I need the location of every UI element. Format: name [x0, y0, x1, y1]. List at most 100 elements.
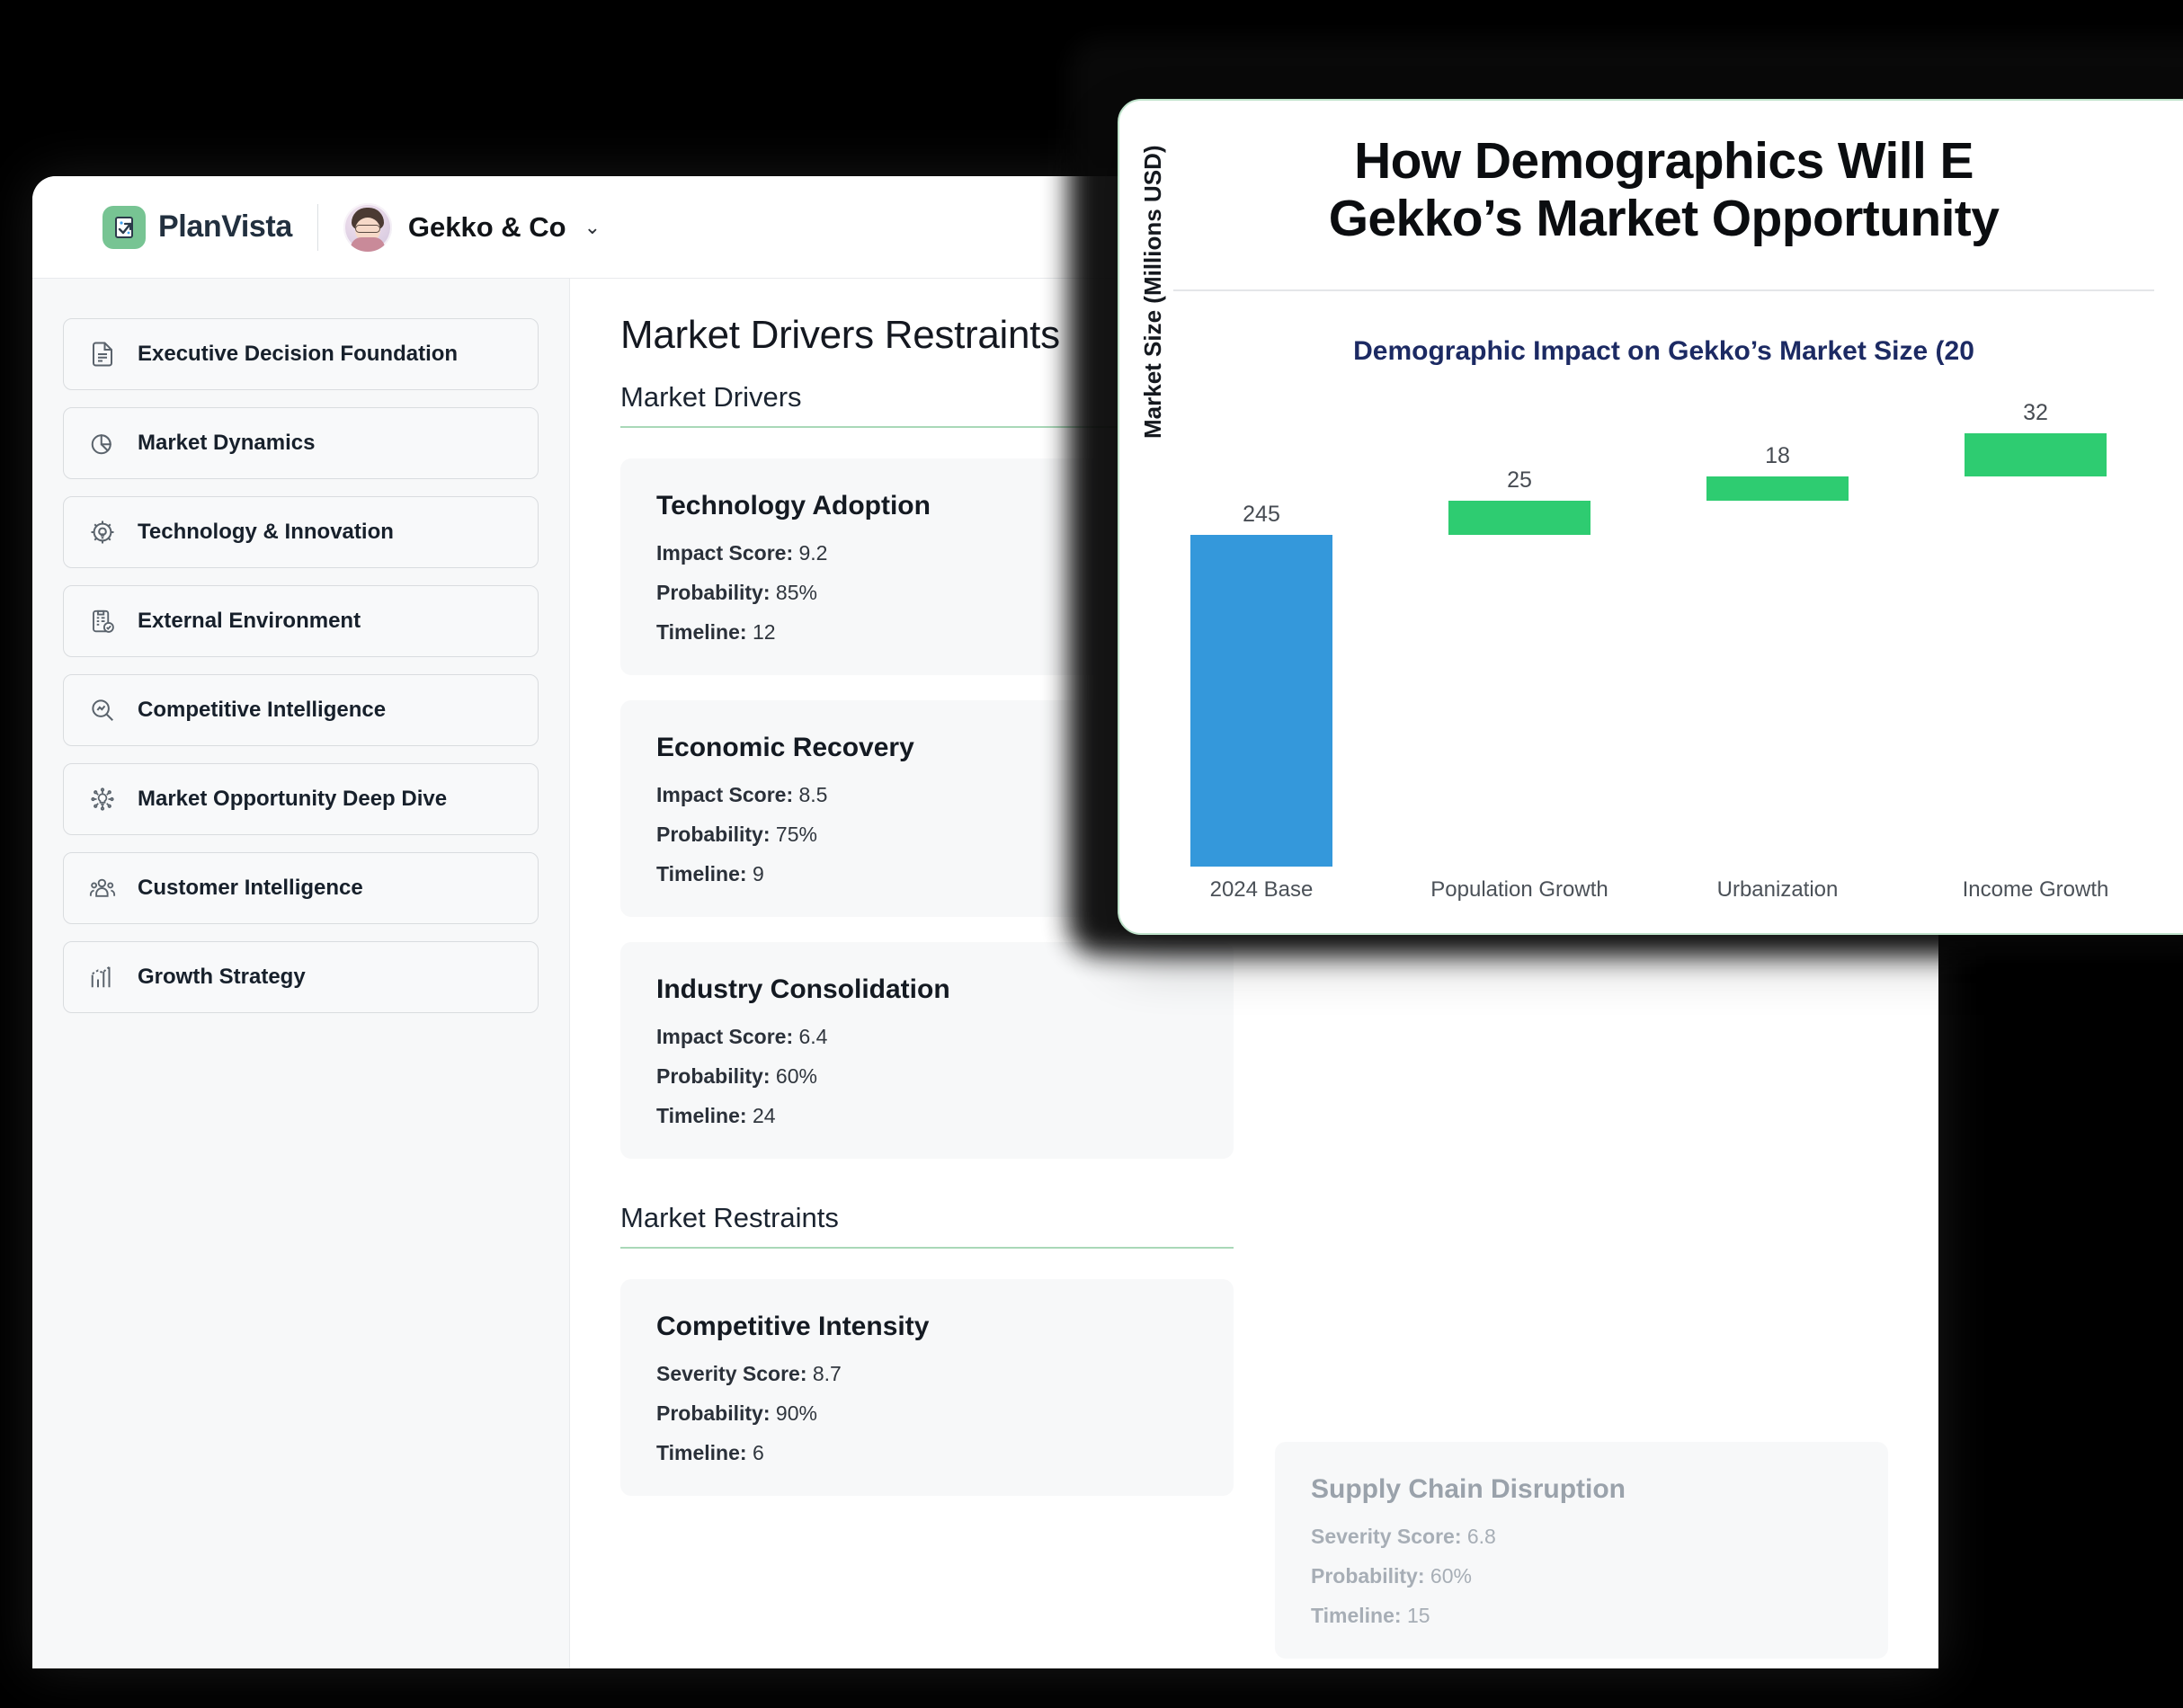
card-timeline: Timeline: 12: [656, 620, 1198, 645]
label-probability: Probability:: [656, 1064, 771, 1088]
label-severity-score: Severity Score:: [1311, 1525, 1462, 1548]
value-severity-score: 6.8: [1466, 1525, 1496, 1548]
driver-card[interactable]: Industry Consolidation Impact Score: 6.4…: [620, 942, 1234, 1159]
value-probability: 75%: [775, 823, 817, 846]
label-probability: Probability:: [1311, 1564, 1425, 1588]
sidebar-item-competitive-intelligence[interactable]: Competitive Intelligence: [63, 674, 539, 746]
card-title: Economic Recovery: [656, 733, 914, 762]
chart-x-axis: 2024 Base Population Growth Urbanization In…: [1197, 877, 2183, 931]
avatar: [343, 202, 392, 252]
value-probability: 60%: [775, 1064, 817, 1088]
card-title: Industry Consolidation: [656, 974, 950, 1004]
sidebar-item-label: Growth Strategy: [138, 965, 306, 989]
brand-name: PlanVista: [158, 209, 292, 244]
card-probability: Probability: 60%: [656, 1064, 1198, 1089]
card-severity-score: Severity Score: 6.8: [1311, 1525, 1852, 1549]
chart-x-tick-label: 2024 Base: [1209, 876, 1314, 902]
value-severity-score: 8.7: [812, 1362, 842, 1385]
card-impact-score: Impact Score: 8.5: [656, 783, 1198, 807]
chart-x-tick-label: Urbanization: [1716, 876, 1839, 902]
chart-bar-value-label: 25: [1507, 467, 1532, 494]
magnifier-trend-icon: [87, 695, 118, 725]
value-timeline: 12: [752, 620, 776, 644]
label-impact-score: Impact Score:: [656, 783, 794, 806]
chart-bar: 32: [1965, 400, 2107, 867]
chart-x-tick-label: Income Growth: [1962, 876, 2109, 902]
overlay-title-line-1: How Demographics Will E: [1354, 132, 1974, 190]
card-timeline: Timeline: 6: [656, 1441, 1198, 1465]
overlay-panel: How Demographics Will E Gekko’s Market O…: [1118, 99, 2183, 935]
document-icon: [87, 339, 118, 369]
planvista-logo-icon: [102, 205, 146, 249]
card-severity-score: Severity Score: 8.7: [656, 1362, 1198, 1386]
sidebar-item-technology-innovation[interactable]: Technology & Innovation: [63, 496, 539, 568]
sidebar-item-label: Competitive Intelligence: [138, 698, 387, 722]
chart-bar-value-label: 32: [2023, 399, 2048, 425]
card-probability: Probability: 75%: [656, 823, 1198, 847]
label-timeline: Timeline:: [656, 620, 747, 644]
chart-bar: 18: [1706, 406, 1849, 867]
overlay-title: How Demographics Will E Gekko’s Market O…: [1119, 101, 2183, 248]
card-probability: Probability: 85%: [656, 581, 1198, 605]
sidebar-item-label: Customer Intelligence: [138, 876, 363, 900]
people-group-icon: [87, 873, 118, 903]
overlay-divider: [1173, 289, 2154, 291]
sidebar-item-customer-intelligence[interactable]: Customer Intelligence: [63, 852, 539, 924]
label-timeline: Timeline:: [656, 862, 747, 885]
label-timeline: Timeline:: [656, 1104, 747, 1127]
clipboard-check-icon: [87, 606, 118, 636]
sidebar-item-label: Technology & Innovation: [138, 520, 394, 544]
label-impact-score: Impact Score:: [656, 541, 794, 565]
value-probability: 85%: [775, 581, 817, 604]
value-timeline: 15: [1406, 1604, 1430, 1627]
label-timeline: Timeline:: [1311, 1604, 1402, 1627]
section-title-restraints: Market Restraints: [620, 1202, 1234, 1249]
card-timeline: Timeline: 9: [656, 862, 1198, 886]
sidebar-item-label: Executive Decision Foundation: [138, 342, 459, 366]
column-right: Supply Chain Disruption Severity Score: …: [1275, 381, 1888, 1668]
org-name: Gekko & Co: [407, 210, 566, 243]
card-impact-score: Impact Score: 6.4: [656, 1025, 1198, 1049]
chart-title: Demographic Impact on Gekko’s Market Siz…: [1353, 335, 1974, 366]
sidebar-item-growth-strategy[interactable]: Growth Strategy: [63, 941, 539, 1013]
sidebar-item-market-opportunity-deep-dive[interactable]: Market Opportunity Deep Dive: [63, 763, 539, 835]
chevron-down-icon: ⌄: [584, 215, 601, 238]
chart-bar-rect: [1965, 432, 2107, 476]
sidebar: Executive Decision Foundation Market Dyn…: [32, 279, 570, 1668]
sidebar-item-external-environment[interactable]: External Environment: [63, 585, 539, 657]
org-switcher[interactable]: Gekko & Co ⌄: [343, 202, 601, 252]
label-severity-score: Severity Score:: [656, 1362, 807, 1385]
chart-bar-value-label: 18: [1765, 442, 1790, 468]
restraint-card[interactable]: Competitive Intensity Severity Score: 8.…: [620, 1279, 1234, 1496]
sidebar-item-label: Market Opportunity Deep Dive: [138, 787, 448, 811]
chart-bar: 245: [1190, 406, 1332, 867]
label-timeline: Timeline:: [656, 1441, 747, 1464]
card-title: Competitive Intensity: [656, 1312, 930, 1341]
chart-y-axis-label: Market Size (Millions USD): [1139, 145, 1166, 439]
value-timeline: 24: [752, 1104, 776, 1127]
card-title: Technology Adoption: [656, 491, 931, 520]
value-timeline: 6: [752, 1441, 764, 1464]
sidebar-item-label: Market Dynamics: [138, 431, 316, 455]
chart-bar-rect: [1448, 501, 1590, 535]
card-timeline: Timeline: 15: [1311, 1604, 1852, 1628]
value-timeline: 9: [752, 862, 764, 885]
sidebar-item-market-dynamics[interactable]: Market Dynamics: [63, 407, 539, 479]
page-title: Market Drivers Restraints: [620, 313, 1060, 357]
growth-bar-chart-icon: [87, 962, 118, 992]
label-probability: Probability:: [656, 823, 771, 846]
label-impact-score: Impact Score:: [656, 1025, 794, 1048]
overlay-title-line-2: Gekko’s Market Opportunity: [1328, 189, 2000, 247]
sidebar-item-executive-decision-foundation[interactable]: Executive Decision Foundation: [63, 318, 539, 390]
chart-x-tick-label: Population Growth: [1430, 876, 1608, 902]
sidebar-item-label: External Environment: [138, 609, 361, 633]
header-divider: [316, 203, 318, 251]
chart-bar-rect: [1706, 476, 1849, 502]
pie-chart-icon: [87, 428, 118, 458]
brand[interactable]: PlanVista: [102, 205, 292, 249]
value-probability: 90%: [775, 1401, 817, 1425]
label-probability: Probability:: [656, 1401, 771, 1425]
card-probability: Probability: 90%: [656, 1401, 1198, 1426]
restraint-card[interactable]: Supply Chain Disruption Severity Score: …: [1275, 1442, 1888, 1659]
